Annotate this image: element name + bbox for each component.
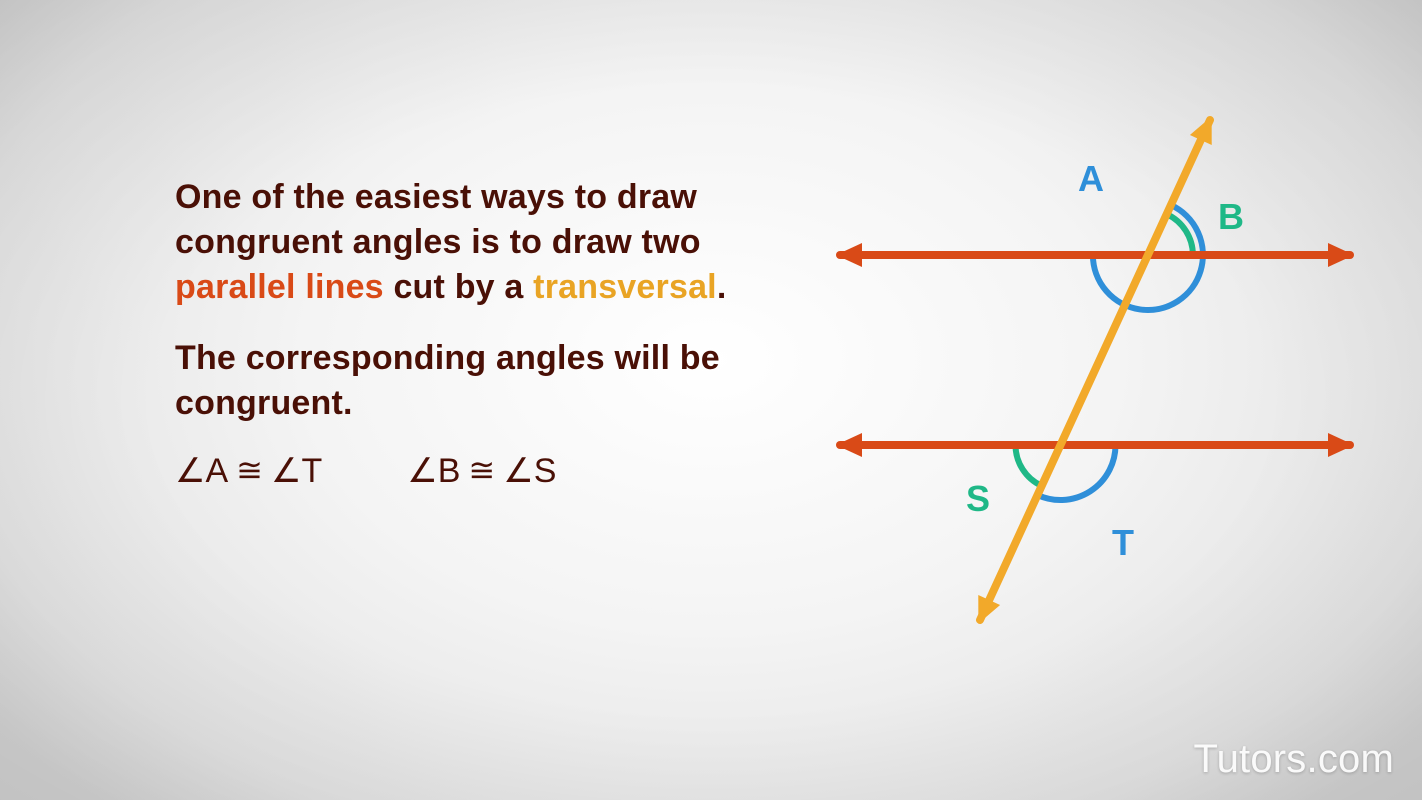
explanation-text: One of the easiest ways to draw congruen…: [175, 175, 735, 491]
label-T: T: [1112, 522, 1134, 564]
paragraph-1: One of the easiest ways to draw congruen…: [175, 175, 735, 310]
p1-text-b: cut by a: [384, 268, 533, 306]
p1-text-a: One of the easiest ways to draw congruen…: [175, 178, 701, 261]
highlight-transversal: transversal: [533, 268, 717, 306]
label-S: S: [966, 478, 990, 520]
equation-2: ∠B ≅ ∠S: [407, 451, 556, 491]
congruent-symbol-1: ≅: [236, 451, 263, 489]
paragraph-2: The corresponding angles will be congrue…: [175, 336, 735, 426]
watermark: Tutors.com: [1193, 737, 1394, 782]
angle-T: ∠T: [271, 451, 322, 491]
parallel-lines-diagram: A B S T: [830, 110, 1360, 630]
label-B: B: [1218, 196, 1244, 238]
p1-text-c: .: [717, 268, 727, 306]
angle-S: ∠S: [503, 451, 556, 491]
equations-row: ∠A ≅ ∠T ∠B ≅ ∠S: [175, 451, 735, 491]
angle-A: ∠A: [175, 451, 228, 491]
label-A: A: [1078, 158, 1104, 200]
congruent-symbol-2: ≅: [468, 451, 495, 489]
highlight-parallel-lines: parallel lines: [175, 268, 384, 306]
equation-1: ∠A ≅ ∠T: [175, 451, 322, 491]
angle-B: ∠B: [407, 451, 460, 491]
